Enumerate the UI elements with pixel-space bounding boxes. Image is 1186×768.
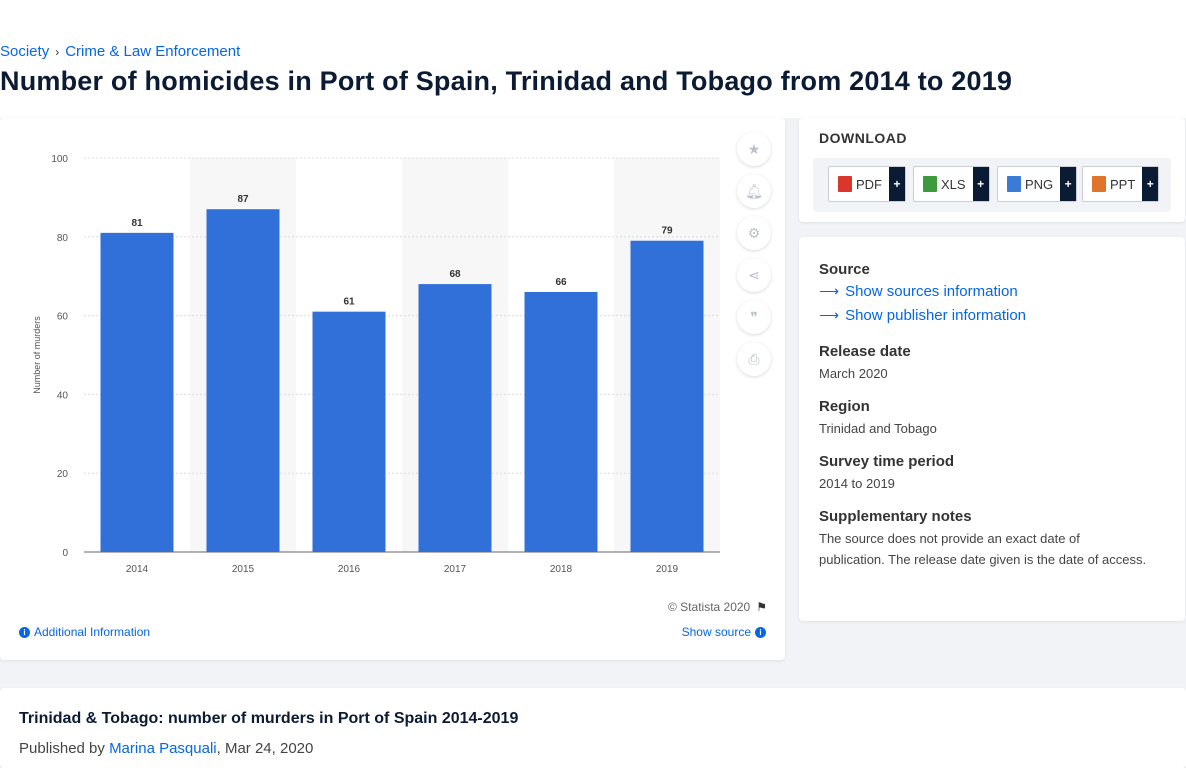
source-heading: Source — [819, 261, 870, 278]
download-png-button[interactable]: PNG + — [997, 166, 1078, 202]
x-tick-label: 2015 — [232, 564, 255, 575]
y-tick-label: 40 — [57, 390, 69, 401]
show-source-link[interactable]: Show source i — [682, 625, 766, 639]
data-label: 87 — [237, 194, 249, 205]
print-icon[interactable]: ⎙ — [737, 342, 771, 376]
data-label: 66 — [555, 277, 567, 288]
breadcrumb-item-society[interactable]: Society — [0, 43, 50, 60]
data-label: 79 — [661, 226, 673, 237]
x-tick-label: 2016 — [338, 564, 361, 575]
header-background — [0, 0, 1186, 118]
info-icon: i — [19, 626, 30, 638]
plus-icon[interactable]: + — [972, 167, 989, 201]
notes-value: The source does not provide an exact dat… — [819, 531, 1147, 567]
statistic-title: Trinidad & Tobago: number of murders in … — [19, 710, 519, 727]
bar-chart: 0 20 40 60 80 100 Number of murders 81 2014 87 201… — [32, 154, 720, 575]
info-icon: i — [755, 626, 766, 638]
ppt-file-icon — [1092, 176, 1106, 192]
author-link[interactable]: Marina Pasquali — [109, 740, 217, 757]
plus-icon[interactable]: + — [1060, 167, 1077, 201]
download-xls-button[interactable]: XLS + — [913, 166, 990, 202]
show-publisher-link[interactable]: ⟶ Show publisher information — [819, 307, 1026, 324]
survey-value: 2014 to 2019 — [819, 476, 895, 491]
chart-toolbar: ★ 🔔︎ ⚙ ⋖ ❞ ⎙ — [737, 132, 773, 384]
bell-icon[interactable]: 🔔︎ — [737, 174, 771, 208]
published-prefix: Published by — [19, 740, 110, 757]
bar — [630, 240, 704, 552]
breadcrumb-item-crime[interactable]: Crime & Law Enforcement — [65, 43, 241, 60]
download-ppt-label: PPT — [1110, 176, 1136, 192]
show-sources-label: Show sources information — [845, 283, 1018, 300]
y-axis-label: Number of murders — [32, 316, 42, 394]
y-tick-label: 60 — [57, 312, 69, 323]
breadcrumb-separator: › — [55, 44, 60, 59]
notes-heading: Supplementary notes — [819, 508, 972, 525]
xls-file-icon — [923, 176, 937, 192]
download-pdf-button[interactable]: PDF + — [828, 166, 906, 202]
download-xls-label: XLS — [941, 176, 966, 192]
x-tick-label: 2018 — [550, 564, 573, 575]
release-value: March 2020 — [819, 366, 888, 381]
bar — [524, 291, 598, 552]
download-card: DOWNLOAD PDF + XLS + PNG + PPT + — [799, 118, 1185, 222]
data-label: 61 — [343, 297, 355, 308]
x-tick-label: 2014 — [126, 564, 149, 575]
show-sources-link[interactable]: ⟶ Show sources information — [819, 283, 1018, 300]
published-by: Published by Marina Pasquali, Mar 24, 20… — [19, 740, 313, 757]
download-png-label: PNG — [1025, 176, 1054, 192]
plus-icon[interactable]: + — [889, 167, 905, 201]
additional-info-label: Additional Information — [34, 625, 151, 639]
release-heading: Release date — [819, 343, 911, 360]
quote-icon[interactable]: ❞ — [737, 300, 771, 334]
star-icon[interactable]: ★ — [737, 132, 771, 166]
download-buttons: PDF + XLS + PNG + PPT + — [813, 158, 1171, 212]
chart-card: 0 20 40 60 80 100 Number of murders 81 2014 87 201… — [0, 118, 785, 660]
y-tick-label: 0 — [62, 548, 68, 559]
arrow-right-icon: ⟶ — [819, 283, 840, 299]
download-ppt-button[interactable]: PPT + — [1082, 166, 1160, 202]
x-tick-label: 2019 — [656, 564, 679, 575]
pdf-file-icon — [838, 176, 852, 192]
data-label: 68 — [449, 269, 461, 280]
bar — [418, 284, 492, 552]
description-card: Trinidad & Tobago: number of murders in … — [0, 688, 1186, 768]
additional-info-link[interactable]: i Additional Information — [19, 625, 150, 639]
region-heading: Region — [819, 398, 870, 415]
survey-heading: Survey time period — [819, 453, 955, 470]
arrow-right-icon: ⟶ — [819, 307, 840, 323]
show-publisher-label: Show publisher information — [845, 307, 1027, 324]
breadcrumb: Society › Crime & Law Enforcement — [0, 43, 240, 60]
png-file-icon — [1007, 176, 1021, 192]
metadata-card: Source ⟶ Show sources information ⟶ Show… — [799, 237, 1185, 621]
bar — [206, 209, 280, 552]
gear-icon[interactable]: ⚙ — [737, 216, 771, 250]
download-pdf-label: PDF — [856, 176, 882, 192]
data-label: 81 — [131, 218, 143, 229]
download-title: DOWNLOAD — [819, 130, 907, 146]
page-title: Number of homicides in Port of Spain, Tr… — [0, 66, 1013, 96]
show-source-label: Show source — [681, 625, 751, 639]
bar — [312, 311, 386, 552]
y-tick-label: 100 — [51, 154, 68, 165]
x-tick-label: 2017 — [444, 564, 467, 575]
copyright: © Statista 2020 ⚑ — [668, 600, 767, 614]
share-icon[interactable]: ⋖ — [737, 258, 771, 292]
y-tick-label: 20 — [57, 469, 69, 480]
bar — [100, 232, 174, 553]
flag-icon[interactable]: ⚑ — [756, 600, 767, 614]
y-tick-label: 80 — [57, 233, 69, 244]
plus-icon[interactable]: + — [1142, 167, 1159, 201]
published-date: , Mar 24, 2020 — [216, 740, 314, 757]
region-value: Trinidad and Tobago — [819, 421, 937, 436]
copyright-text: © Statista 2020 — [668, 600, 751, 614]
